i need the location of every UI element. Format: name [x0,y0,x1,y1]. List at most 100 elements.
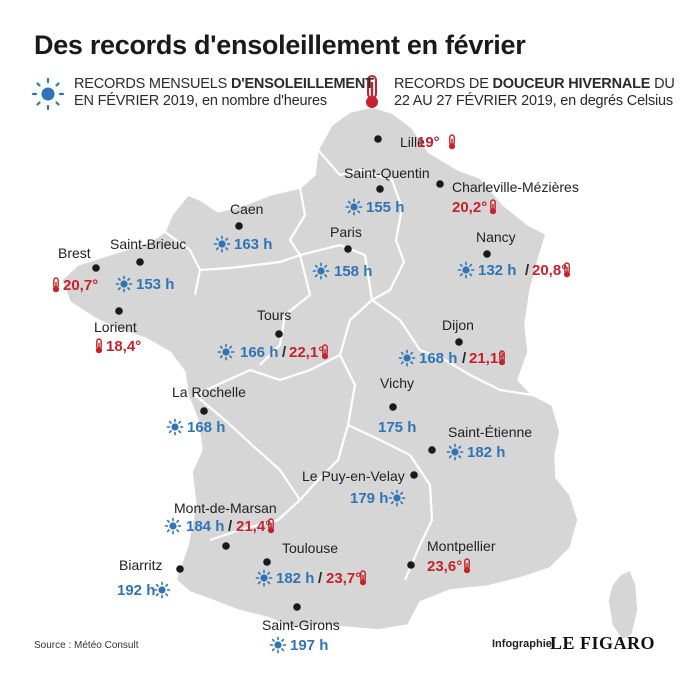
separator: / [228,518,233,535]
legend-sun-bold: D'ENSOLEILLEMENT [230,76,374,92]
le-figaro-logo: LE FIGARO [550,633,656,653]
temp-value: 23,7° [326,570,361,587]
sun-icon [153,581,171,599]
city-name: Brest [58,245,91,261]
legend-thermometer-icon [366,75,378,108]
city-lorient: Lorient 18,4° [94,307,141,355]
sun-value: 197 h [290,637,328,654]
sun-value: 132 h [478,262,516,279]
city-name: Toulouse [282,540,338,556]
sun-value: 184 h [186,518,224,535]
temp-value: 18,4° [106,338,141,355]
temp-value: 19° [417,134,440,151]
temp-value: 23,6° [427,558,462,575]
legend-temp-prefix: RECORDS DE [394,76,493,92]
city-name: Saint-Quentin [344,165,430,181]
legend-mildness: RECORDS DE DOUCEUR HIVERNALE DU 22 AU 27… [394,76,675,110]
city-saint-brieuc: Saint-Brieuc 153 h [110,236,186,293]
sun-icon [164,517,182,535]
legend-sunshine: RECORDS MENSUELS D'ENSOLEILLEMENT EN FÉV… [74,76,374,110]
city-dijon: Dijon 168 h / 21,1° [398,317,506,367]
city-name: Lille [400,134,425,150]
city-name: Montpellier [427,538,496,554]
city-caen: Caen 163 h [213,201,272,253]
city-name: Tours [257,307,291,323]
temp-value: 20,2° [452,199,487,216]
temp-value: 22,1° [289,344,324,361]
city-name: Caen [230,201,263,217]
city-name: Paris [330,224,362,240]
sun-value: 175 h [378,419,416,436]
sun-icon [217,343,235,361]
temp-value: 20,7° [63,277,98,294]
sun-value: 168 h [187,419,225,436]
city-tours: Tours 166 h / 22,1° [217,307,329,361]
city-name: Mont-de-Marsan [174,500,277,516]
city-lille: Lille 19° [374,134,456,151]
legend-sun-prefix: RECORDS MENSUELS [74,76,231,92]
temp-value: 21,1° [469,350,504,367]
thermometer-icon [95,338,103,354]
separator: / [282,344,287,361]
city-name: Saint-Étienne [448,424,532,440]
separator: / [525,262,530,279]
sun-value: 158 h [334,263,372,280]
city-biarritz: Biarritz 192 h [117,557,184,599]
city-name: Nancy [476,229,516,245]
city-name: Dijon [442,317,474,333]
sun-icon [255,569,273,587]
city-name: Saint-Girons [262,617,340,633]
city-name: La Rochelle [172,384,246,400]
city-name: Charleville-Mézières [452,179,579,195]
city-le-puy-en-velay: Le Puy-en-Velay 179 h [302,468,418,507]
legend-sun-line2: EN FÉVRIER 2019, en nombre d'heures [74,93,327,109]
city-saint-girons: Saint-Girons 197 h [262,603,340,654]
sun-icon [213,235,231,253]
thermometer-icon [52,277,60,293]
sun-value: 182 h [467,444,505,461]
separator: / [462,350,467,367]
thermometer-icon [448,134,456,151]
legend-sun-icon [31,77,65,111]
sun-value: 155 h [366,199,404,216]
city-name: Vichy [380,375,414,391]
map-title: Des records d'ensoleillement en février [34,30,526,60]
city-saint-quentin: Saint-Quentin 155 h [344,165,430,216]
separator: / [318,570,323,587]
sun-icon [166,418,184,436]
sun-icon [446,443,464,461]
sun-value: 163 h [234,236,272,253]
city-la-rochelle: La Rochelle 168 h [166,384,246,436]
sun-value: 153 h [136,276,174,293]
legend-temp-bold: DOUCEUR HIVERNALE [492,76,651,92]
legend-temp-suffix: DU [650,76,675,92]
temp-value: 20,8° [532,262,567,279]
sun-icon [115,275,133,293]
sun-icon [457,261,475,279]
city-mont-de-marsan: Mont-de-Marsan 184 h / 21,4° [164,500,277,550]
city-name: Saint-Brieuc [110,236,186,252]
city-labels: Lille 19° Saint-Quentin 155 h Charlevill… [52,134,579,654]
corsica-shape [607,568,639,641]
france-mainland-shape [61,106,579,631]
city-vichy: Vichy 175 h [378,375,416,436]
sun-icon [388,489,406,507]
sun-value: 179 h [350,490,388,507]
temp-value: 21,4° [236,518,271,535]
sun-icon [345,198,363,216]
city-name: Le Puy-en-Velay [302,468,405,484]
city-montpellier: Montpellier 23,6° [407,538,496,575]
sun-value: 168 h [419,350,457,367]
city-saint-etienne: Saint-Étienne 182 h [428,424,532,461]
city-name: Lorient [94,319,137,335]
city-toulouse: Toulouse 182 h / 23,7° [255,540,367,587]
sun-value: 192 h [117,582,155,599]
legend-temp-line2: 22 AU 27 FÉVRIER 2019, en degrés Celsius [394,93,673,109]
source-note: Source : Météo Consult [34,640,139,651]
city-paris: Paris 158 h [312,224,372,280]
sun-icon [312,262,330,280]
sun-value: 182 h [276,570,314,587]
infographie-credit: Infographie [492,638,552,650]
sun-value: 166 h [240,344,278,361]
